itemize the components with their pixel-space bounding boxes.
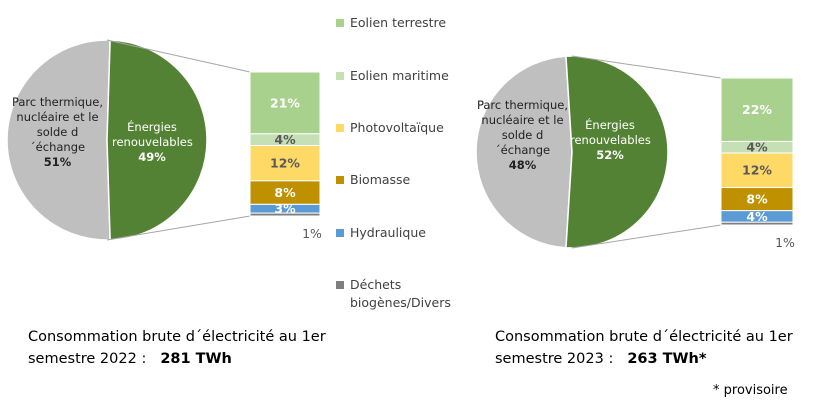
slice-label: Parc thermique, nucléaire et le solde d´…	[475, 98, 570, 173]
slice-value: 48%	[508, 158, 537, 172]
slice-value: 52%	[596, 148, 624, 162]
note: * provisoire	[713, 383, 788, 398]
bar-label: 4%	[746, 140, 768, 155]
bar-label: 4%	[746, 209, 768, 224]
bar-segment	[720, 77, 794, 142]
connector	[106, 39, 251, 73]
legend-label: Eolien maritime	[350, 68, 449, 83]
legend-label: Déchets biogènes/Divers	[350, 277, 451, 310]
connector	[571, 224, 722, 249]
slice-label: Énergies renouvelables 49%	[112, 120, 193, 165]
slice-category: Parc thermique, nucléaire et le solde d´…	[476, 98, 569, 157]
bar-label: 12%	[270, 156, 300, 171]
slice-label: Parc thermique, nucléaire et le solde d´…	[10, 95, 105, 170]
bar-label: 1%	[302, 226, 322, 241]
bar-label: 3%	[274, 201, 296, 216]
bar-label: 21%	[270, 95, 300, 110]
pie-slice	[565, 55, 669, 249]
caption: Consommation brute d´électricité au 1er …	[28, 326, 328, 370]
pie-slice	[6, 39, 111, 241]
legend-swatch	[336, 281, 344, 289]
legend-swatch	[336, 19, 344, 27]
legend-label: Hydraulique	[350, 225, 426, 240]
legend-swatch	[336, 72, 344, 80]
legend-swatch	[336, 176, 344, 184]
slice-label: Énergies renouvelables 52%	[570, 118, 651, 163]
bar-label: 12%	[742, 163, 772, 178]
slice-value: 51%	[43, 155, 72, 169]
slice-category: Énergies renouvelables	[112, 120, 193, 149]
connector	[571, 55, 722, 79]
legend-label: Eolien terrestre	[350, 15, 447, 30]
slice-value: 49%	[138, 150, 166, 164]
legend-swatch	[336, 124, 344, 132]
caption-total: 263 TWh*	[627, 351, 707, 367]
slice-category: Parc thermique, nucléaire et le solde d´…	[11, 95, 104, 154]
bar-label: 22%	[742, 102, 772, 117]
caption: Consommation brute d´électricité au 1er …	[495, 326, 795, 370]
slice-category: Énergies renouvelables	[570, 118, 651, 147]
caption-text: Consommation brute d´électricité au 1er …	[495, 329, 793, 367]
bar-label: 8%	[274, 185, 296, 200]
bar-label: 1%	[775, 235, 795, 250]
bar-label: 8%	[746, 192, 768, 207]
legend-label: Photovoltaïque	[350, 120, 444, 135]
caption-text: Consommation brute d´électricité au 1er …	[28, 329, 326, 367]
bar-segment	[249, 71, 321, 135]
bar-segment	[720, 152, 794, 189]
connector	[106, 215, 251, 241]
caption-total: 281 TWh	[160, 351, 232, 367]
legend-label: Biomasse	[350, 172, 411, 187]
bar-label: 4%	[274, 132, 296, 147]
pie-slice	[475, 55, 573, 249]
legend-swatch	[336, 229, 344, 237]
